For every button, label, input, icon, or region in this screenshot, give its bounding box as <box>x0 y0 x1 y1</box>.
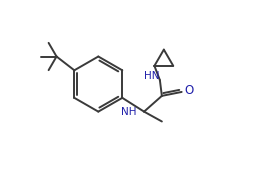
Text: O: O <box>184 84 193 98</box>
Text: NH: NH <box>121 107 137 117</box>
Text: HN: HN <box>144 71 160 81</box>
